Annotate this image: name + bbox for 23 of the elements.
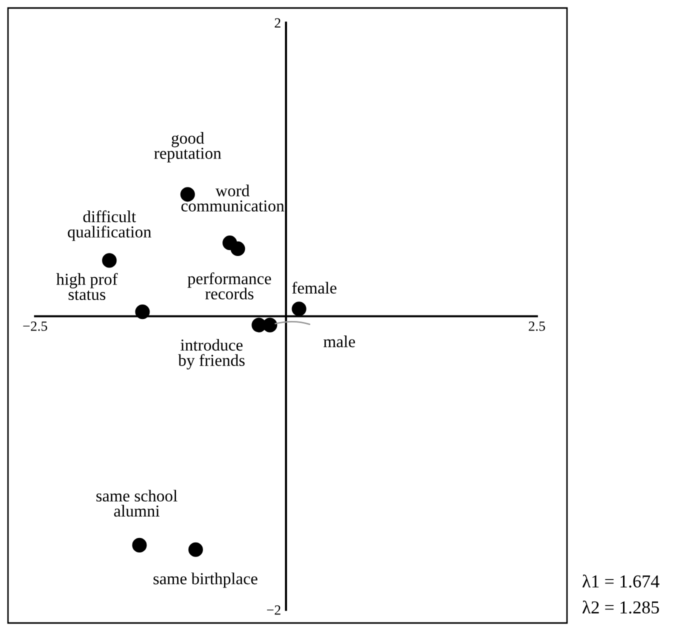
annotation: high prof status	[56, 272, 118, 300]
annotation: performance records	[188, 272, 272, 300]
annotation: female	[292, 282, 336, 294]
annotation: same birthplace	[154, 572, 258, 588]
text: λ1 = 1.674	[582, 574, 660, 588]
annotation: good reputation	[154, 132, 222, 162]
annotation: difficult qualification	[68, 210, 152, 241]
y-tick-label: 2	[274, 18, 280, 28]
text: λ2 = 1.285	[582, 600, 659, 614]
point	[292, 302, 306, 316]
point	[135, 304, 150, 320]
annotation: word communication	[181, 184, 284, 212]
point	[262, 318, 278, 332]
point	[188, 542, 203, 557]
y-tick-label: −2	[267, 605, 280, 615]
annotation: male	[324, 336, 355, 348]
point	[230, 241, 246, 256]
annotation: same school alumni	[96, 490, 178, 517]
point	[132, 538, 147, 552]
point	[102, 253, 117, 268]
x-tick-label: −2.5	[23, 322, 48, 331]
x-tick-label: 2.5	[528, 322, 546, 331]
annotation: introduce by friends	[178, 338, 245, 370]
